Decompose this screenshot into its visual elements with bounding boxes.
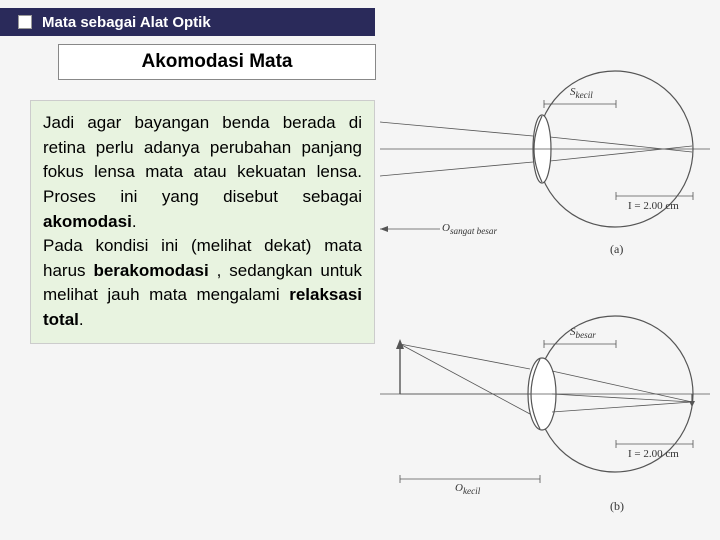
eye-diagram-a xyxy=(380,44,710,254)
eye-diagram-b xyxy=(380,284,710,514)
label-i-top: I = 2.00 cm xyxy=(628,200,679,212)
body-p1-b: akomodasi xyxy=(43,212,132,231)
subtitle-bar: Akomodasi Mata xyxy=(58,44,376,80)
caption-a: (a) xyxy=(610,242,623,257)
label-o-bottom: Okecil xyxy=(455,482,480,496)
title-bullet-icon xyxy=(18,15,32,29)
optics-diagram: Skecil Osangat besar I = 2.00 cm (a) xyxy=(380,44,710,524)
label-o-top: Osangat besar xyxy=(442,222,497,236)
body-p2-e: . xyxy=(79,310,84,329)
body-p1-c: . xyxy=(132,212,137,231)
body-p2-b: berakomodasi xyxy=(93,261,208,280)
body-p1-a: Jadi agar bayangan benda berada di retin… xyxy=(43,113,362,206)
subtitle: Akomodasi Mata xyxy=(142,51,293,73)
label-i-bottom: I = 2.00 cm xyxy=(628,448,679,460)
label-s-bottom: Sbesar xyxy=(570,326,596,340)
label-s-top: Skecil xyxy=(570,86,593,100)
title-bar: Mata sebagai Alat Optik xyxy=(0,8,375,36)
caption-b: (b) xyxy=(610,499,624,514)
body-text: Jadi agar bayangan benda berada di retin… xyxy=(30,100,375,344)
page-title: Mata sebagai Alat Optik xyxy=(42,14,211,31)
